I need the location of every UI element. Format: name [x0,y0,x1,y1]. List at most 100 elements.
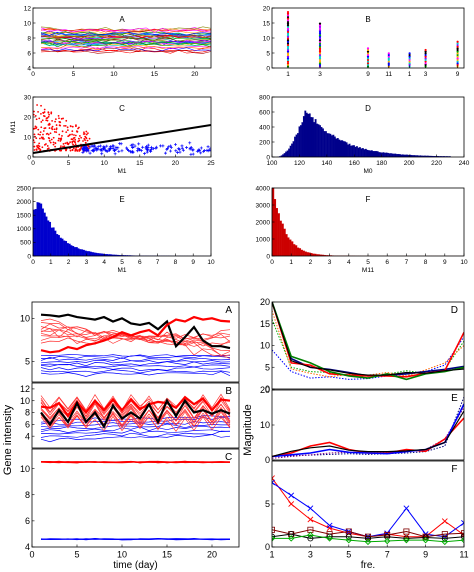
bar [391,153,394,157]
dotted-line [272,319,464,379]
red-point [71,149,74,152]
red-point [70,125,72,128]
bar [369,150,372,157]
blue-point [207,148,211,152]
blue-point [81,147,85,151]
plot-area-D [277,110,451,157]
y-tick-label: 0 [265,384,270,394]
x-tick-label: 9 [366,71,370,78]
blue-point [114,145,118,149]
blue-point [84,149,88,153]
y-tick-label: 5 [265,362,270,372]
thick-line [40,398,231,430]
red-point [54,142,57,144]
red-point [38,117,41,120]
x-axis-label: M0 [363,168,372,175]
square-marker [384,531,391,538]
blue-point [151,147,155,151]
circle-marker [441,535,448,542]
y-tick-label: 20 [260,297,270,307]
bar [382,152,385,157]
x-tick-label: 9 [443,259,447,266]
blue-point [146,145,150,149]
dot [387,60,390,63]
red-point [33,141,36,144]
panel-D2: 0 5 10 15 20 D [260,297,465,394]
red-point [47,111,50,114]
red-point [76,150,79,152]
red-point [63,145,66,148]
blue-point [100,149,104,153]
red-point [69,133,71,136]
dot [366,58,370,62]
panel-label: A [225,305,232,316]
panel-C: 0 5 10 15 20 25 0 10 20 30 M1 M11 C [10,94,215,175]
x-tick-label: 9 [423,550,428,560]
red-point [67,135,70,138]
bar [387,152,389,157]
y-tick-label: 10 [263,35,271,42]
bar [285,151,287,157]
red-point [42,133,44,136]
bar [366,149,369,157]
blue-point [96,145,100,149]
band-line [41,41,211,47]
thin-blue-line [40,354,231,357]
bar [359,147,361,157]
x-tick-label: 9 [456,71,460,78]
x-marker [403,505,410,512]
red-point [73,136,76,139]
x-marker [272,475,275,482]
y-tick-label: 5 [266,50,270,57]
y-label-gene-intensity: Gene intensity [2,404,14,475]
red-point [39,131,42,134]
bar [306,252,309,256]
y-tick-label: 1000 [256,236,271,243]
plot-area-C [33,104,211,156]
y-tick-label: 10 [260,341,270,351]
blue-point [129,150,133,154]
red-point [80,136,83,139]
thin-red-line [40,410,231,427]
panel-A: 0 5 10 15 20 4 6 8 10 12 A [24,5,212,78]
red-point [48,127,51,129]
x-axis-label: M1 [117,168,126,175]
dot [456,45,459,48]
bar [370,150,373,157]
band-line [41,31,211,36]
red-point [35,127,37,130]
blue-point [177,147,181,151]
red-point [66,142,69,145]
dot [424,60,427,63]
red-point [58,133,61,136]
blue-point [120,149,124,153]
blue-point [111,144,115,148]
dot [408,57,411,60]
band-line [41,37,211,43]
red-point [78,139,81,142]
bar [298,248,302,256]
bar [298,126,301,157]
dot [286,20,290,24]
bar [344,141,347,157]
diamond-marker [383,537,391,545]
blue-point [191,148,195,152]
red-point [73,140,76,143]
bar [310,253,313,256]
bar [347,144,350,157]
bar [283,153,286,157]
bar [375,151,378,157]
red-point [82,133,85,135]
red-point [54,120,57,123]
dot [318,29,322,32]
thick-line [40,395,231,419]
series-line [272,302,464,378]
blue-point [129,143,133,147]
dot [456,53,459,57]
x-tick-label: 240 [459,160,470,167]
dot [286,22,290,25]
bar [59,237,62,256]
panel-label: B [365,15,370,24]
